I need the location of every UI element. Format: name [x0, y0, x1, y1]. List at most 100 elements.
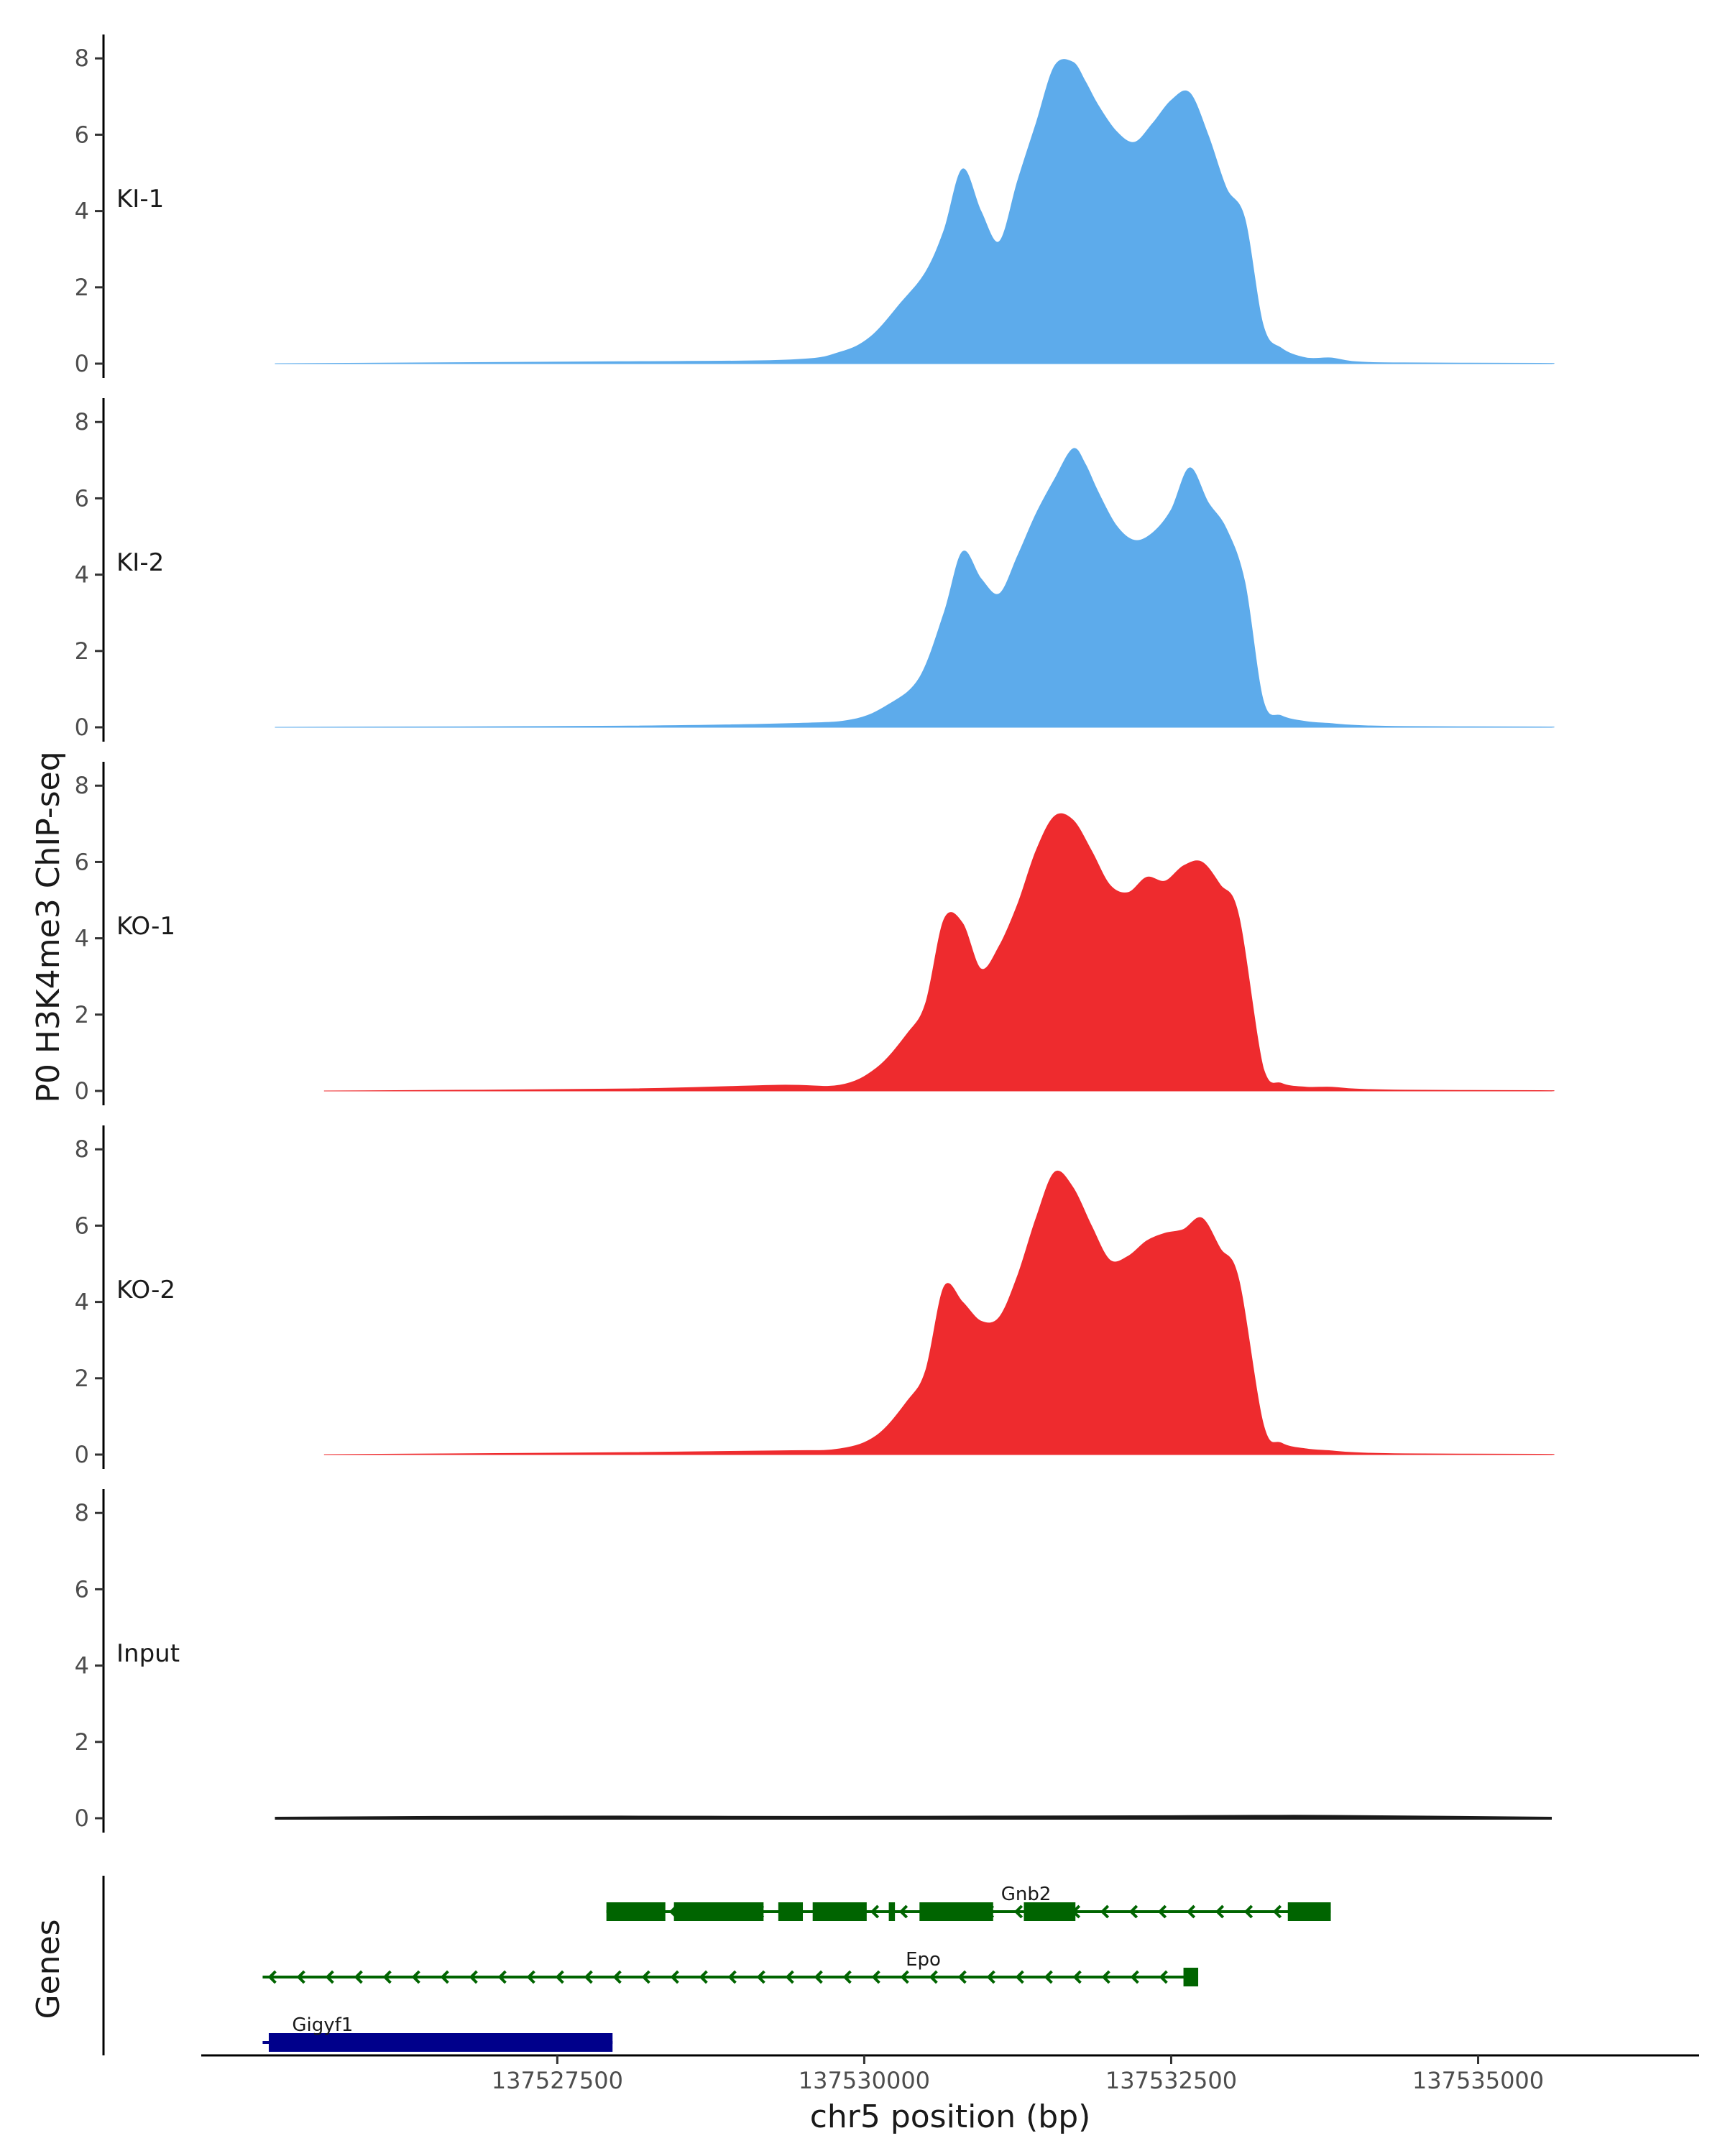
- strand-arrow: [699, 1970, 708, 1984]
- strand-arrow: [756, 1970, 765, 1984]
- strand-arrow: [497, 1970, 507, 1984]
- y-tick-label: 0: [75, 1441, 89, 1468]
- strand-arrow: [354, 1970, 363, 1984]
- strand-arrow: [1186, 1904, 1196, 1919]
- coverage-area: [323, 1170, 1555, 1455]
- y-tick-label: 2: [75, 637, 89, 665]
- strand-arrow: [526, 1970, 535, 1984]
- gene-label: Gnb2: [1001, 1884, 1052, 1905]
- gene-exon: [812, 1902, 867, 1921]
- strand-arrow: [814, 1970, 823, 1984]
- strand-arrow: [1243, 1904, 1254, 1919]
- strand-arrow: [1272, 1904, 1282, 1919]
- coverage-area: [275, 1815, 1552, 1820]
- strand-arrow: [612, 1970, 622, 1984]
- track-ki-2: 0 2 4 6 8 KI-2: [75, 398, 1555, 742]
- strand-arrow: [1044, 1970, 1053, 1984]
- strand-arrow: [411, 1970, 420, 1984]
- y-tick-label: 8: [75, 1135, 89, 1163]
- x-tick-label: 137530000: [799, 2067, 930, 2094]
- strand-arrow: [1130, 1970, 1139, 1984]
- x-tick-label: 137532500: [1105, 2067, 1237, 2094]
- x-tick-label: 137527500: [492, 2067, 623, 2094]
- strand-arrow: [1157, 1904, 1167, 1919]
- gene-exon: [1024, 1902, 1076, 1921]
- y-tick-label: 8: [75, 45, 89, 72]
- y-tick-label: 4: [75, 198, 89, 225]
- coverage-area: [323, 813, 1555, 1092]
- track-label: Input: [116, 1639, 180, 1668]
- strand-arrow: [325, 1970, 334, 1984]
- track-input: 0 2 4 6 8 Input: [75, 1489, 1552, 1833]
- gene-label: Gigyf1: [292, 2014, 353, 2036]
- y-tick-label: 8: [75, 1499, 89, 1526]
- y-tick-label: 0: [75, 714, 89, 741]
- y-tick-label: 6: [75, 1575, 89, 1603]
- strand-arrow: [1215, 1904, 1225, 1919]
- strand-arrow: [1101, 1970, 1110, 1984]
- y-tick-label: 0: [75, 350, 89, 377]
- y-tick-label: 4: [75, 925, 89, 952]
- gene-label: Epo: [906, 1949, 941, 1971]
- strand-arrow: [986, 1970, 995, 1984]
- track-label: KI-2: [116, 548, 164, 577]
- genes-axis-title: Genes: [30, 1919, 67, 2019]
- strand-arrow: [870, 1904, 880, 1919]
- strand-arrow: [641, 1970, 650, 1984]
- strand-arrow: [1015, 1970, 1024, 1984]
- coverage-area: [275, 448, 1555, 728]
- strand-arrow: [727, 1970, 737, 1984]
- strand-arrow: [440, 1970, 449, 1984]
- track-label: KO-1: [116, 912, 175, 941]
- y-tick-label: 6: [75, 121, 89, 148]
- gene-exon: [1287, 1902, 1331, 1921]
- y-tick-label: 6: [75, 848, 89, 875]
- y-tick-label: 4: [75, 1652, 89, 1680]
- coverage-area: [275, 59, 1555, 364]
- x-tick-label: 137535000: [1412, 2067, 1544, 2094]
- strand-arrow: [555, 1970, 564, 1984]
- y-tick-label: 2: [75, 1365, 89, 1392]
- gene-exon: [888, 1902, 896, 1921]
- y-tick-label: 8: [75, 772, 89, 799]
- strand-arrow: [1013, 1904, 1024, 1919]
- strand-arrow: [957, 1970, 967, 1984]
- strand-arrow: [785, 1970, 794, 1984]
- y-tick-label: 0: [75, 1077, 89, 1105]
- strand-arrow: [1128, 1904, 1138, 1919]
- strand-arrow: [929, 1970, 938, 1984]
- strand-arrow: [871, 1970, 880, 1984]
- track-ko-2: 0 2 4 6 8 KO-2: [75, 1125, 1555, 1469]
- x-axis-title: chr5 position (bp): [810, 2099, 1091, 2135]
- y-tick-label: 8: [75, 408, 89, 436]
- strand-arrow: [296, 1970, 305, 1984]
- strand-arrow: [1159, 1970, 1168, 1984]
- gene-exon: [778, 1902, 804, 1921]
- track-ko-1: 0 2 4 6 8 KO-1: [75, 762, 1555, 1105]
- coverage-tracks: 0 2 4 6 8 KI-1 0 2 4 6 8 KI-2 0 2 4 6 8 KO-1 0 2 4 6 8 KO-2 0 2 4 6…: [75, 34, 1555, 1833]
- gene-exon: [268, 2033, 613, 2052]
- track-label: KO-2: [116, 1276, 175, 1304]
- x-axis: 137527500 137530000 137532500 137535000: [201, 2054, 1699, 2094]
- strand-arrow: [584, 1970, 593, 1984]
- gene-exon: [673, 1902, 764, 1921]
- gene-gigyf1: Gigyf1: [262, 2014, 613, 2052]
- y-tick-label: 0: [75, 1805, 89, 1832]
- y-tick-label: 6: [75, 484, 89, 512]
- y-tick-label: 2: [75, 1728, 89, 1756]
- strand-arrow: [267, 1970, 277, 1984]
- gene-epo: Epo: [262, 1949, 1199, 1986]
- strand-arrow: [469, 1970, 478, 1984]
- strand-arrow: [1100, 1904, 1110, 1919]
- gene-exon: [1183, 1968, 1199, 1986]
- y-tick-label: 6: [75, 1212, 89, 1239]
- strand-arrow: [898, 1904, 908, 1919]
- gene-exon: [606, 1902, 666, 1921]
- gene-exon: [919, 1902, 993, 1921]
- track-label: KI-1: [116, 185, 164, 213]
- y-tick-label: 4: [75, 561, 89, 589]
- y-tick-label: 2: [75, 1001, 89, 1028]
- genes-panel: Gnb2 Epo Gigyf1: [102, 1876, 1331, 2055]
- y-tick-label: 4: [75, 1289, 89, 1316]
- gene-gnb2: Gnb2: [606, 1884, 1331, 1921]
